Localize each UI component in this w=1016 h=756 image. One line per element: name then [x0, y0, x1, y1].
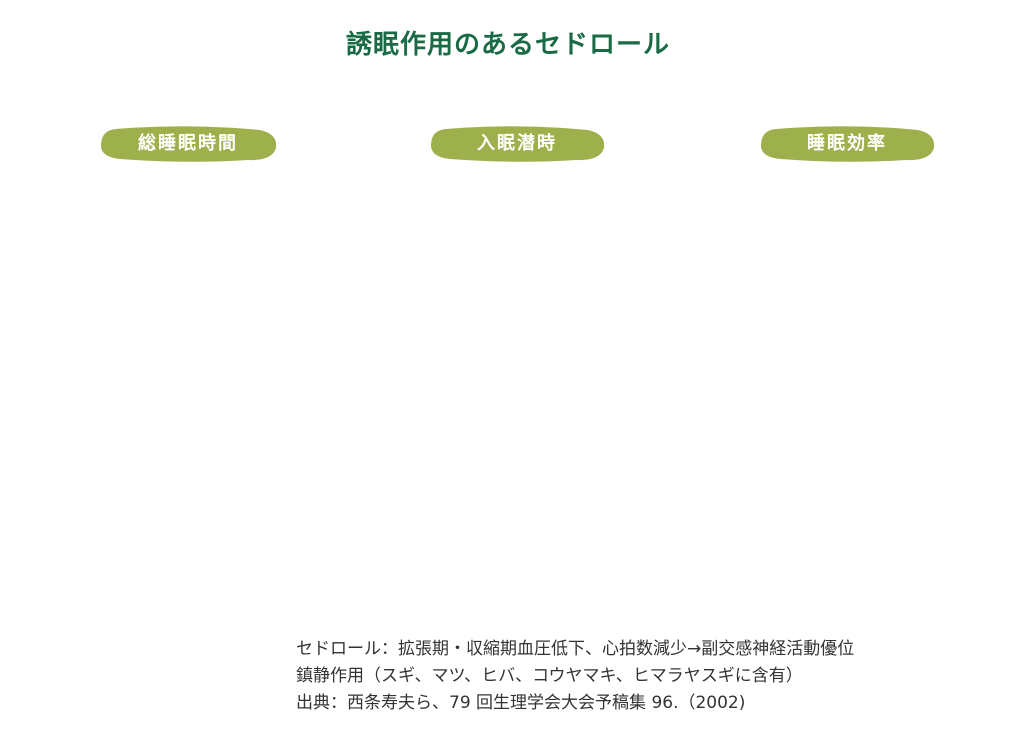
- chart-title: 睡眠効率: [807, 133, 887, 154]
- sleep-efficiency-chart: 80859095100プラセボセドロール（%） 睡眠効率: [700, 118, 1000, 618]
- footnote-line: 鎮静作用（スギ、マツ、ヒバ、コウヤマキ、ヒマラヤスギに含有）: [296, 666, 803, 686]
- chart-title-pill: 80859095100プラセボセドロール（%） 睡眠効率: [758, 126, 936, 162]
- pill-background: [760, 126, 935, 162]
- page-title: 誘眠作用のあるセドロール: [345, 30, 670, 60]
- sleep-latency-chart: 0510152025プラセボセドロール（分） 入眠潜時: [372, 118, 672, 618]
- chart-svg: [700, 118, 1000, 618]
- chart-title: 入眠潜時: [477, 133, 557, 154]
- chart-title-pill: 0510152025プラセボセドロール（分） 入眠潜時: [428, 126, 606, 162]
- pill-shape: 80859095100プラセボセドロール（%）: [760, 126, 935, 162]
- footnotes: セドロール：拡張期・収縮期血圧低下、心拍数減少→副交感神経活動優位 鎮静作用（ス…: [296, 636, 854, 717]
- chart-title: 総睡眠時間: [138, 133, 238, 154]
- pill-background: [100, 126, 277, 162]
- total-sleep-time-chart: 300350400450プラセボセドロール（分） 総睡眠時間: [34, 118, 334, 618]
- footnote-line: セドロール：拡張期・収縮期血圧低下、心拍数減少→副交感神経活動優位: [296, 639, 855, 659]
- pill-shape: 300350400450プラセボセドロール（分）: [100, 126, 277, 162]
- chart-title-pill: 300350400450プラセボセドロール（分） 総睡眠時間: [98, 126, 278, 162]
- footnote-line: 出典：西条寿夫ら、79 回生理学会大会予稿集 96.（2002): [296, 693, 746, 713]
- chart-svg: [34, 118, 334, 618]
- pill-shape: 0510152025プラセボセドロール（分）: [430, 126, 605, 162]
- chart-svg: [372, 118, 672, 618]
- pill-background: [430, 126, 605, 162]
